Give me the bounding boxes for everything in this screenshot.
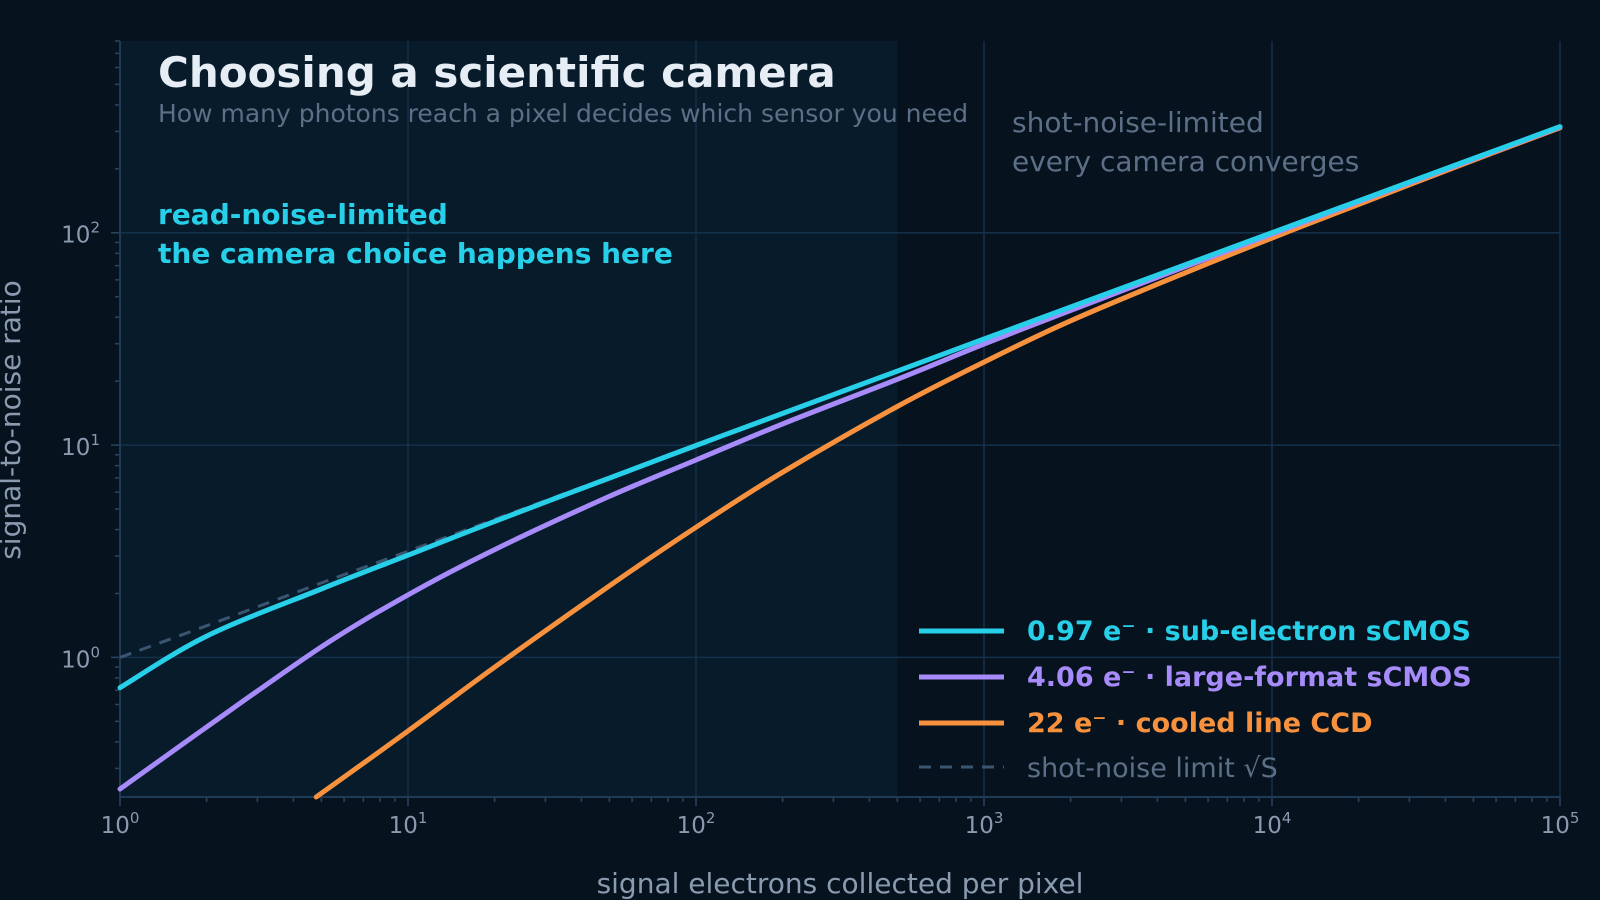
annotation-read-noise-line2: the camera choice happens here <box>158 237 673 270</box>
x-axis-label: signal electrons collected per pixel <box>597 867 1084 900</box>
series-line-cooled-line-ccd <box>313 125 1563 800</box>
legend-label-shot-noise-limit: shot-noise limit √S <box>1027 753 1278 784</box>
series-line-sub-electron-scmos <box>117 124 1563 691</box>
read-noise-region <box>120 41 898 797</box>
y-axis-label: signal-to-noise ratio <box>0 280 27 560</box>
axes <box>119 41 1560 798</box>
annotation-shot-noise-line2: every camera converges <box>1012 145 1359 178</box>
chart-subtitle: How many photons reach a pixel decides w… <box>158 99 968 128</box>
legend-label-sub-electron-scmos: 0.97 e⁻ · sub-electron sCMOS <box>1027 616 1471 647</box>
legend-label-cooled-line-ccd: 22 e⁻ · cooled line CCD <box>1027 708 1372 739</box>
annotation-shot-noise-line1: shot-noise-limited <box>1012 106 1264 139</box>
minor-ticks <box>111 40 1561 806</box>
annotation-read-noise-line1: read-noise-limited <box>158 198 448 231</box>
legend: 0.97 e⁻ · sub-electron sCMOS 4.06 e⁻ · l… <box>919 616 1472 784</box>
grid <box>120 41 1561 797</box>
legend-label-large-format-scmos: 4.06 e⁻ · large-format sCMOS <box>1027 662 1472 693</box>
chart-title: Choosing a scientific camera <box>158 48 836 97</box>
series-lines <box>117 124 1563 800</box>
